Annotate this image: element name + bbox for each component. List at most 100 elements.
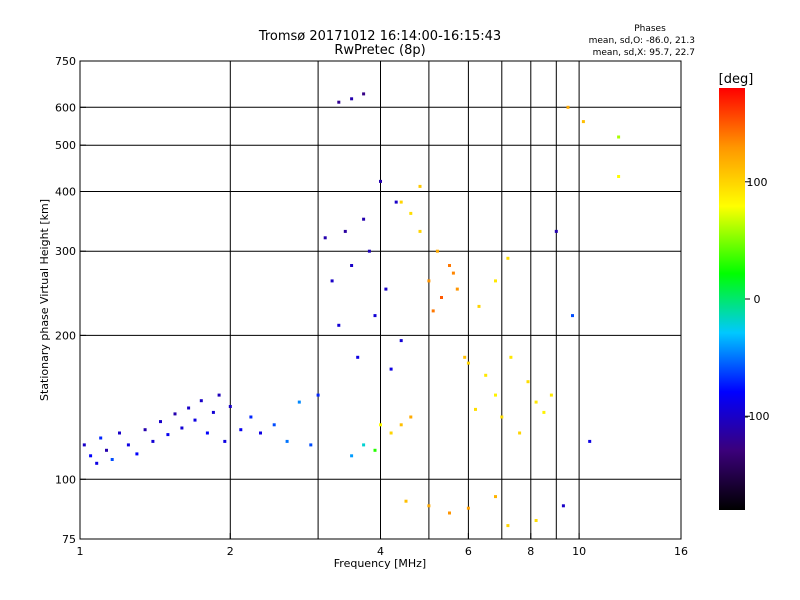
echo-point [384,287,388,291]
echo-point [617,135,621,139]
x-axis-label: Frequency [MHz] [334,557,426,570]
echo-point [259,431,262,435]
echo-point [399,339,403,343]
echo-point [151,439,155,443]
echo-point [484,373,488,377]
echo-point [518,431,522,435]
echo-point [118,431,121,435]
echo-point [506,524,510,528]
echo-point [448,264,451,267]
echo-point [362,443,366,447]
echo-point [211,410,215,414]
echo-point [494,393,497,397]
echo-point [494,279,497,283]
echo-point [474,407,477,411]
echo-point [588,439,592,443]
y-tick-label: 400 [55,185,76,198]
colorbar-tick-label: -100 [745,410,770,423]
y-tick-label: 500 [55,139,76,152]
echo-point [82,443,86,447]
echo-point [466,506,470,510]
phases-heading: Phases [634,24,666,34]
echo-point [135,452,139,456]
echo-point [566,105,570,109]
echo-point [330,279,334,283]
echo-point [373,314,377,318]
echo-point [409,415,413,419]
data-points [82,92,621,528]
echo-point [542,410,546,414]
echo-point [110,458,114,461]
y-tick-label: 600 [55,101,76,114]
echo-point [205,431,209,435]
echo-point [166,433,170,437]
echo-point [272,423,276,427]
y-tick-label: 200 [55,329,76,342]
echo-point [159,420,162,424]
echo-point [143,428,147,432]
colorbar-tick-label: 0 [754,293,761,306]
colorbar-tick-label: 100 [747,176,768,189]
x-axis: 1 2 4 6 8 10 16 [77,533,688,558]
echo-point [316,393,320,397]
echo-point [435,249,439,253]
echo-point [404,499,408,503]
echo-point [228,405,232,408]
echo-point [89,454,93,458]
echo-point [337,100,341,104]
echo-point [526,380,530,384]
chart-title: Tromsø 20171012 16:14:00-16:15:43 [258,29,501,44]
y-axis: 75 100 200 300 400 500 600 750 [55,55,86,546]
x-tick-label: 8 [527,545,534,558]
echo-point [373,448,377,452]
echo-point [217,393,221,397]
echo-point [494,495,497,499]
echo-point [297,400,301,404]
colorbar-ticks: 100 0 -100 [745,176,770,423]
echo-point [440,296,443,299]
echo-point [309,443,313,447]
echo-point [173,412,177,416]
phases-o-stats: mean, sd,O: -86.0, 21.3 [589,36,695,46]
colorbar [719,88,745,510]
echo-point [561,504,565,508]
echo-point [451,271,455,275]
echo-point [285,439,289,443]
echo-point [99,436,103,440]
echo-point [534,400,538,404]
x-tick-label: 2 [227,545,234,558]
echo-point [431,309,435,313]
echo-point [466,361,470,365]
echo-point [367,249,371,253]
echo-point [509,355,513,359]
echo-point [379,423,382,427]
echo-point [350,454,354,458]
echo-point [350,97,354,101]
y-tick-label: 100 [55,473,76,486]
echo-point [180,426,184,430]
echo-point [549,393,553,397]
echo-point [409,211,413,215]
echo-point [343,229,347,233]
echo-point [362,217,366,221]
echo-point [323,236,327,240]
echo-point [389,367,393,371]
echo-point [126,443,130,447]
echo-point [418,229,422,233]
chart-subtitle: RwPretec (8p) [334,43,425,58]
echo-point [379,179,382,183]
echo-point [581,120,585,124]
echo-point [356,355,360,359]
x-tick-label: 4 [377,545,384,558]
echo-point [394,200,398,204]
echo-point [427,504,431,508]
x-tick-label: 16 [674,545,688,558]
echo-point [362,92,366,96]
echo-point [448,511,451,515]
echo-point [477,304,481,308]
echo-point [500,415,504,419]
echo-point [239,428,243,432]
echo-point [617,175,621,178]
grid-lines [80,61,681,539]
